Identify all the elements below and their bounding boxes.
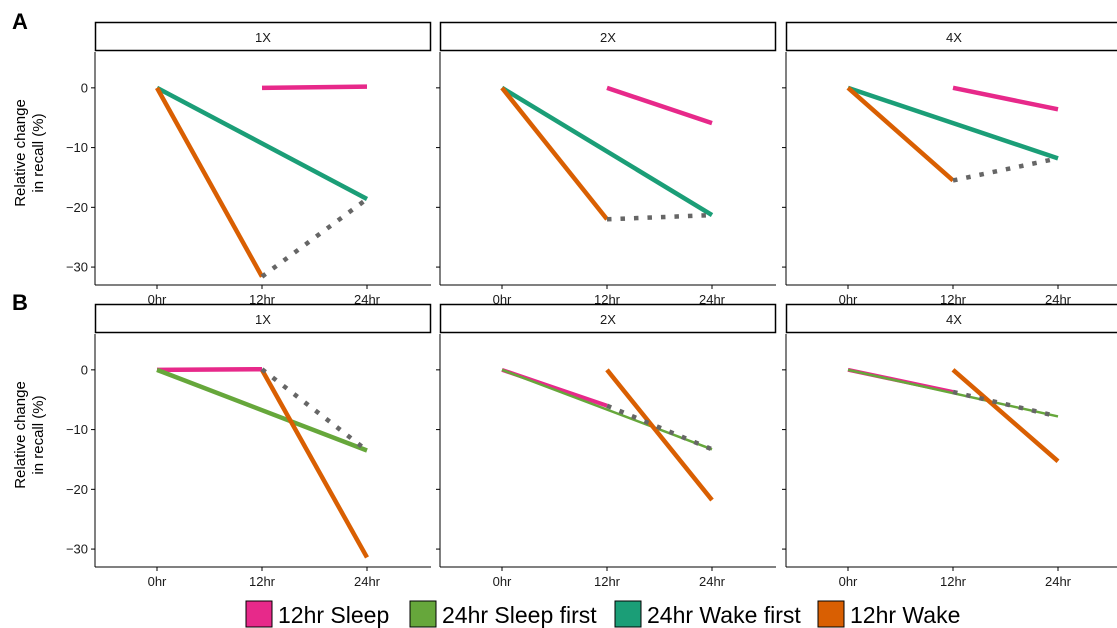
series-line-24hr-sleep-first bbox=[156, 367, 368, 453]
series-line-12hr-wake bbox=[155, 86, 264, 278]
facet-strip bbox=[94, 303, 432, 334]
legend-swatch-24hr-sleep-first bbox=[409, 600, 437, 628]
series-line-12hr-sleep bbox=[156, 366, 263, 373]
y-axis-label-b-line2: in recall (%) bbox=[30, 395, 47, 474]
series-line-24hr-wake-first bbox=[155, 85, 369, 201]
x-tick-label: 12hr bbox=[940, 574, 967, 589]
y-tick-label: −10 bbox=[66, 140, 88, 155]
series-line-12hr-wake bbox=[951, 368, 1060, 463]
series-line-24hr-sleep-first bbox=[501, 368, 713, 451]
facet-strip-label: 1X bbox=[255, 312, 271, 327]
legend-label-12hr-sleep: 12hr Sleep bbox=[278, 602, 389, 628]
legend: 12hr Sleep 24hr Sleep first 24hr Wake firs… bbox=[245, 600, 960, 628]
x-tick-label: 0hr bbox=[839, 292, 858, 307]
y-axis-label-b-line1: Relative change bbox=[12, 381, 29, 489]
x-tick-label: 12hr bbox=[249, 292, 276, 307]
x-tick-label: 12hr bbox=[594, 292, 621, 307]
x-tick-label: 24hr bbox=[1045, 574, 1072, 589]
series-line-12hr-wake bbox=[846, 86, 955, 183]
facet-strip-label: 2X bbox=[600, 312, 616, 327]
series-line-24hr-wake-first bbox=[847, 85, 1059, 161]
legend-swatch-12hr-wake bbox=[817, 600, 845, 628]
x-tick-label: 12hr bbox=[249, 574, 276, 589]
series-line-12hr-wake bbox=[605, 368, 714, 502]
y-tick-label: −10 bbox=[66, 422, 88, 437]
y-tick-label: −30 bbox=[66, 260, 88, 275]
legend-swatch-12hr-sleep bbox=[245, 600, 273, 628]
y-tick-label: −20 bbox=[66, 482, 88, 497]
x-tick-label: 24hr bbox=[1045, 292, 1072, 307]
facet-a-1X: 1X 0 −10 −20 −30 0hr 12hr 24hr bbox=[66, 21, 432, 307]
dotted-connector-line bbox=[952, 389, 1059, 419]
facet-strip bbox=[439, 21, 777, 52]
x-tick-label: 0hr bbox=[839, 574, 858, 589]
x-tick-label: 24hr bbox=[354, 292, 381, 307]
legend-label-24hr-sleep-first: 24hr Sleep first bbox=[442, 602, 597, 628]
facet-strip bbox=[785, 21, 1117, 52]
x-tick-label: 0hr bbox=[493, 574, 512, 589]
series-line-24hr-wake-first bbox=[500, 85, 714, 218]
facet-strip-label: 4X bbox=[946, 30, 962, 45]
dotted-connector-line bbox=[952, 156, 1059, 183]
legend-swatch-24hr-wake-first bbox=[614, 600, 642, 628]
legend-label-12hr-wake: 12hr Wake bbox=[850, 602, 960, 628]
facet-panels: 1X 0 −10 −20 −30 0hr 12hr 24hr 2X 0hr 12hr 24hr 4X 0h… bbox=[66, 21, 1117, 589]
x-tick-label: 12hr bbox=[594, 574, 621, 589]
facet-strip bbox=[439, 303, 777, 334]
series-line-12hr-wake bbox=[260, 368, 369, 559]
facet-strip-label: 2X bbox=[600, 30, 616, 45]
series-line-12hr-sleep bbox=[952, 85, 1059, 112]
y-tick-label: 0 bbox=[81, 80, 88, 95]
facet-a-2X: 2X 0hr 12hr 24hr bbox=[436, 21, 777, 307]
dotted-connector-line bbox=[260, 197, 369, 279]
facet-b-1X: 1X 0 −10 −20 −30 0hr 12hr 24hr bbox=[66, 303, 432, 589]
x-tick-label: 12hr bbox=[940, 292, 967, 307]
facet-b-2X: 2X 0hr 12hr 24hr bbox=[436, 303, 777, 589]
dotted-connector-line bbox=[260, 367, 369, 453]
facet-a-4X: 4X 0hr 12hr 24hr bbox=[782, 21, 1117, 307]
panel-letter-a: A bbox=[12, 9, 28, 34]
x-tick-label: 24hr bbox=[699, 292, 726, 307]
x-tick-label: 24hr bbox=[699, 574, 726, 589]
series-line-12hr-wake bbox=[500, 86, 609, 221]
y-tick-label: −20 bbox=[66, 200, 88, 215]
y-axis-label-a-line2: in recall (%) bbox=[30, 113, 47, 192]
panel-letter-b: B bbox=[12, 290, 28, 315]
facet-strip bbox=[785, 303, 1117, 334]
y-axis-label-a-line1: Relative change bbox=[12, 99, 29, 207]
x-tick-label: 0hr bbox=[148, 292, 167, 307]
facet-strip-label: 1X bbox=[255, 30, 271, 45]
y-tick-label: −30 bbox=[66, 542, 88, 557]
x-tick-label: 24hr bbox=[354, 574, 381, 589]
facet-strip-label: 4X bbox=[946, 312, 962, 327]
series-line-12hr-sleep bbox=[261, 84, 368, 91]
legend-label-24hr-wake-first: 24hr Wake first bbox=[647, 602, 801, 628]
x-tick-label: 0hr bbox=[148, 574, 167, 589]
dotted-connector-line bbox=[606, 403, 713, 452]
facet-strip bbox=[94, 21, 432, 52]
dotted-connector-line bbox=[606, 212, 713, 222]
x-tick-label: 0hr bbox=[493, 292, 512, 307]
series-line-12hr-sleep bbox=[606, 85, 713, 126]
facet-b-4X: 4X 0hr 12hr 24hr bbox=[782, 303, 1117, 589]
y-tick-label: 0 bbox=[81, 362, 88, 377]
